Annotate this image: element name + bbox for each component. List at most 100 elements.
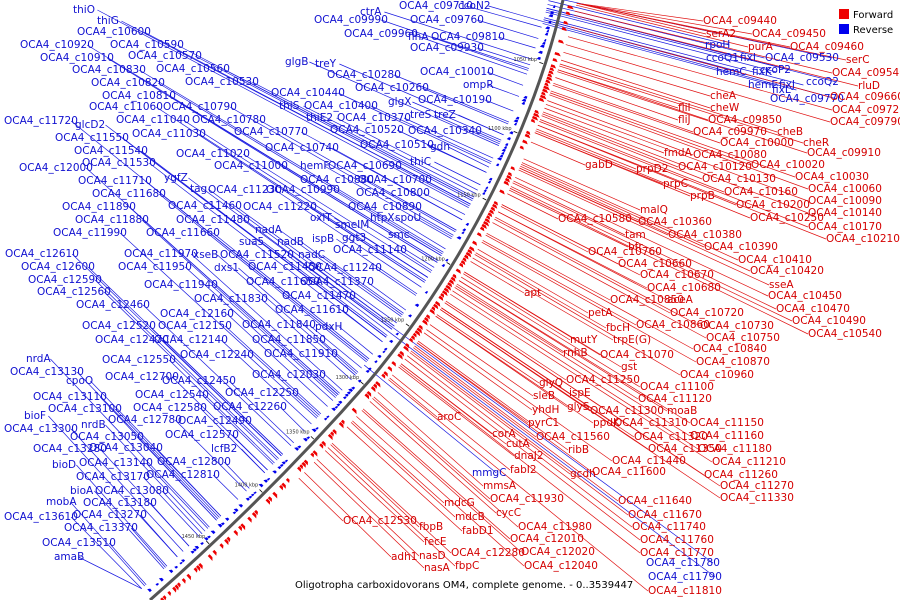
gene-label-oca4-c11600: OCA4_c11600 bbox=[592, 466, 666, 478]
forward-feature bbox=[544, 82, 549, 87]
reverse-feature bbox=[245, 497, 250, 501]
forward-feature bbox=[219, 543, 224, 549]
reverse-leader-line bbox=[128, 206, 339, 395]
forward-leader-line bbox=[495, 216, 701, 327]
reverse-feature bbox=[414, 303, 420, 308]
forward-feature bbox=[484, 218, 490, 224]
gene-label-oca4-c09850: OCA4_c09850 bbox=[708, 114, 782, 126]
gene-label-oca4-c13170: OCA4_c13170 bbox=[76, 471, 150, 483]
gene-label-oca4-c11770: OCA4_c11770 bbox=[640, 547, 714, 559]
forward-leader-line bbox=[346, 426, 463, 532]
forward-leader-line bbox=[492, 222, 707, 339]
reverse-leader-line bbox=[370, 105, 492, 163]
reverse-leader-line bbox=[108, 542, 147, 585]
forward-feature bbox=[162, 595, 167, 600]
forward-feature bbox=[479, 226, 485, 232]
forward-feature bbox=[405, 343, 410, 349]
reverse-feature bbox=[367, 367, 372, 371]
gene-label-fbpc: fbpC bbox=[455, 560, 479, 572]
forward-feature bbox=[510, 166, 515, 171]
reverse-leader-line bbox=[119, 232, 320, 416]
reverse-feature bbox=[513, 122, 518, 126]
gene-label-oca4-c09660: OCA4_c09660 bbox=[830, 91, 900, 103]
reverse-feature bbox=[365, 369, 370, 374]
reverse-feature bbox=[395, 332, 399, 336]
forward-leader-line bbox=[298, 477, 344, 522]
forward-feature bbox=[391, 361, 396, 367]
forward-feature bbox=[408, 337, 413, 343]
reverse-leader-line bbox=[114, 408, 220, 518]
forward-leader-line bbox=[324, 450, 425, 543]
reverse-leader-line bbox=[286, 254, 390, 333]
gene-label-oca4-c10680: OCA4_c10680 bbox=[647, 282, 721, 294]
tick-marks: 1050 kbp 1100 kbp 1150 kbp 1200 kbp 1250 kbp… bbox=[182, 57, 544, 545]
gene-label-oca4-c09440: OCA4_c09440 bbox=[703, 15, 777, 27]
gene-label-oca4-c11060: OCA4_c11060 bbox=[89, 101, 163, 113]
gene-label-oca4-c10510: OCA4_c10510 bbox=[360, 139, 434, 151]
reverse-leader-line bbox=[434, 161, 481, 186]
gene-label-glgx: glgX bbox=[388, 96, 411, 108]
reverse-feature bbox=[346, 391, 351, 395]
gene-label-flha: flhA bbox=[408, 31, 429, 43]
reverse-leader-line bbox=[393, 74, 510, 123]
reverse-leader-line bbox=[498, 36, 536, 49]
forward-feature bbox=[299, 464, 304, 470]
gene-label-oca4-c10840: OCA4_c10840 bbox=[693, 343, 767, 355]
gene-label-oca4-c12470: OCA4_c12470 bbox=[95, 334, 169, 346]
forward-leader-line bbox=[494, 218, 671, 314]
gene-label-oca4-c10590: OCA4_c10590 bbox=[110, 39, 184, 51]
forward-feature bbox=[547, 73, 553, 78]
tick-mark bbox=[360, 381, 364, 385]
forward-leader-line bbox=[557, 71, 808, 154]
reverse-feature bbox=[542, 41, 546, 45]
gene-label-oca4-c11650: OCA4_c11650 bbox=[246, 276, 320, 288]
gene-label-oca4-c10600: OCA4_c10600 bbox=[77, 26, 151, 38]
gene-label-oca4-c12140: OCA4_c12140 bbox=[154, 334, 228, 346]
forward-leader-line bbox=[547, 100, 694, 156]
gene-label-cheb: cheB bbox=[777, 126, 803, 138]
forward-leader-line bbox=[413, 347, 619, 502]
forward-leader-line bbox=[417, 340, 569, 451]
gene-label-nasd: nasD bbox=[419, 550, 446, 562]
gene-label-oca4-c13040: OCA4_c13040 bbox=[89, 442, 163, 454]
forward-leader-line bbox=[501, 204, 641, 276]
forward-feature bbox=[186, 573, 192, 581]
gene-label-oca4-c09720: OCA4_c09720 bbox=[832, 104, 900, 116]
gene-label-fixk: fixK bbox=[752, 66, 773, 78]
gene-label-oca4-c10400: OCA4_c10400 bbox=[304, 100, 378, 112]
gene-label-oca4-c11440: OCA4_c11440 bbox=[612, 455, 686, 467]
reverse-feature bbox=[521, 98, 527, 103]
gene-label-oca4-c12560: OCA4_c12560 bbox=[37, 286, 111, 298]
reverse-leader-line bbox=[330, 353, 356, 376]
gene-label-oca4-c13140: OCA4_c13140 bbox=[79, 457, 153, 469]
gene-label-aroc: aroC bbox=[437, 411, 461, 423]
gene-label-ssea: sseA bbox=[769, 279, 794, 291]
forward-leader-line bbox=[521, 164, 705, 248]
gene-label-oca4-c11540: OCA4_c11540 bbox=[74, 145, 148, 157]
gene-label-oca4-c10720: OCA4_c10720 bbox=[670, 307, 744, 319]
reverse-feature bbox=[501, 148, 506, 152]
reverse-feature bbox=[331, 407, 336, 412]
reverse-leader-line bbox=[48, 415, 178, 558]
gene-label-oca4-c11560: OCA4_c11560 bbox=[536, 431, 610, 443]
gene-label-oca4-c11780: OCA4_c11780 bbox=[646, 557, 720, 569]
forward-feature bbox=[240, 523, 246, 531]
gene-label-oca4-c09530: OCA4_c09530 bbox=[765, 52, 839, 64]
gene-label-oca4-c09460: OCA4_c09460 bbox=[790, 41, 864, 53]
forward-leader-line bbox=[409, 352, 571, 475]
reverse-feature bbox=[536, 56, 541, 61]
forward-feature bbox=[434, 301, 441, 307]
gene-label-cycc: cycC bbox=[496, 507, 521, 519]
forward-feature bbox=[267, 496, 273, 503]
gene-label-biof: bioF bbox=[24, 410, 46, 422]
forward-leader-line bbox=[509, 187, 809, 335]
gene-label-oca4-c11850: OCA4_c11850 bbox=[252, 334, 326, 346]
gene-label-tag: tag bbox=[190, 183, 207, 195]
reverse-feature bbox=[297, 445, 302, 449]
tick-label: 1350 kbp bbox=[286, 430, 310, 436]
gene-label-thic: thiC bbox=[410, 156, 431, 168]
forward-leader-line bbox=[552, 84, 721, 144]
reverse-leader-line bbox=[198, 133, 426, 282]
